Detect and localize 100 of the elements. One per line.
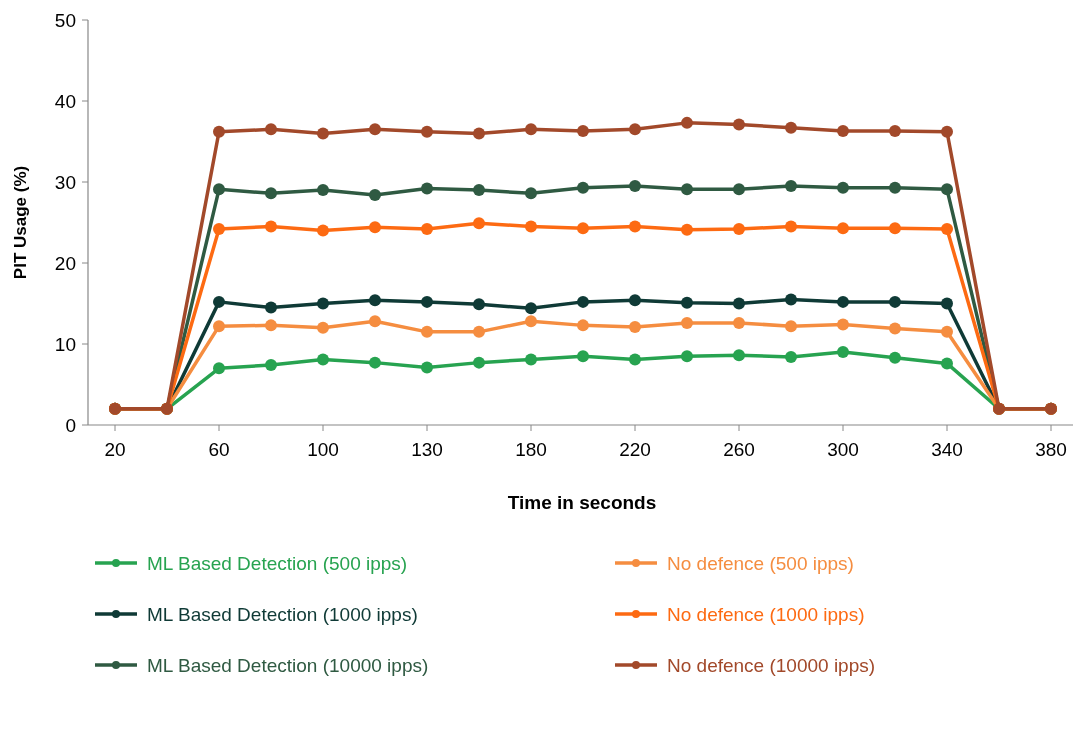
- point: [473, 325, 485, 338]
- point: [837, 295, 849, 308]
- x-tick-label: 300: [827, 439, 859, 460]
- point: [473, 184, 485, 197]
- point: [837, 124, 849, 137]
- point: [577, 124, 589, 137]
- point: [733, 297, 745, 310]
- point: [577, 181, 589, 194]
- point: [681, 223, 693, 236]
- point: [889, 351, 901, 364]
- point: [629, 123, 641, 136]
- point: [317, 224, 329, 237]
- point: [629, 220, 641, 233]
- legend-label: ML Based Detection (500 ipps): [147, 553, 408, 574]
- y-tick-label: 20: [54, 252, 76, 274]
- point: [369, 294, 381, 307]
- point: [265, 187, 277, 200]
- point: [733, 222, 745, 235]
- point: [785, 293, 797, 306]
- point: [577, 222, 589, 235]
- point: [837, 346, 849, 359]
- legend-label: ML Based Detection (1000 ipps): [147, 604, 418, 625]
- point: [473, 127, 485, 140]
- point: [317, 353, 329, 366]
- point: [213, 362, 225, 375]
- point: [941, 125, 953, 138]
- point: [681, 183, 693, 196]
- point: [213, 125, 225, 138]
- point: [733, 349, 745, 362]
- point: [785, 180, 797, 193]
- point: [421, 125, 433, 138]
- point: [317, 127, 329, 140]
- point: [369, 123, 381, 136]
- point: [629, 180, 641, 193]
- point: [473, 217, 485, 230]
- point: [525, 353, 537, 366]
- x-tick-label: 340: [931, 439, 963, 460]
- point: [785, 320, 797, 333]
- point: [733, 118, 745, 131]
- point: [317, 321, 329, 334]
- point: [681, 116, 693, 129]
- point: [785, 121, 797, 134]
- point: [733, 316, 745, 329]
- point: [629, 294, 641, 307]
- y-tick-label: 10: [54, 333, 76, 355]
- point: [629, 353, 641, 366]
- y-tick-label: 30: [54, 171, 76, 193]
- point: [213, 295, 225, 308]
- point: [525, 302, 537, 315]
- point: [265, 319, 277, 332]
- point: [265, 123, 277, 136]
- point: [317, 297, 329, 310]
- x-tick-label: 220: [619, 439, 651, 460]
- point: [421, 222, 433, 235]
- x-tick-label: 100: [307, 439, 339, 460]
- point: [369, 188, 381, 201]
- point: [889, 322, 901, 335]
- y-tick-label: 50: [54, 9, 76, 31]
- point: [577, 295, 589, 308]
- point: [473, 298, 485, 311]
- point: [941, 325, 953, 338]
- point: [421, 325, 433, 338]
- y-tick-label: 40: [54, 90, 76, 112]
- x-tick-label: 380: [1035, 439, 1067, 460]
- point: [889, 124, 901, 137]
- legend-label: No defence (1000 ipps): [667, 604, 865, 625]
- x-tick-label: 130: [411, 439, 443, 460]
- point: [629, 321, 641, 333]
- point: [837, 181, 849, 194]
- point: [421, 295, 433, 308]
- point: [889, 222, 901, 235]
- x-tick-label: 20: [104, 439, 126, 460]
- x-tick-label: 60: [208, 439, 230, 460]
- point: [577, 319, 589, 332]
- point: [317, 184, 329, 197]
- point: [265, 301, 277, 314]
- legend-label: ML Based Detection (10000 ipps): [147, 655, 429, 676]
- point: [681, 316, 693, 329]
- point: [733, 183, 745, 196]
- point: [837, 318, 849, 331]
- point: [369, 356, 381, 369]
- point: [941, 297, 953, 310]
- point: [369, 315, 381, 328]
- point: [785, 350, 797, 363]
- x-tick-label: 260: [723, 439, 755, 460]
- point: [525, 315, 537, 328]
- point: [421, 361, 433, 374]
- legend-label: No defence (500 ipps): [667, 553, 854, 574]
- point: [681, 350, 693, 363]
- point: [473, 356, 485, 369]
- point: [785, 220, 797, 233]
- point: [213, 222, 225, 235]
- point: [525, 123, 537, 136]
- y-tick-label: 0: [65, 414, 76, 436]
- point: [941, 222, 953, 235]
- point: [941, 357, 953, 370]
- point: [889, 181, 901, 194]
- x-tick-label: 180: [515, 439, 547, 460]
- point: [525, 220, 537, 233]
- point: [577, 350, 589, 363]
